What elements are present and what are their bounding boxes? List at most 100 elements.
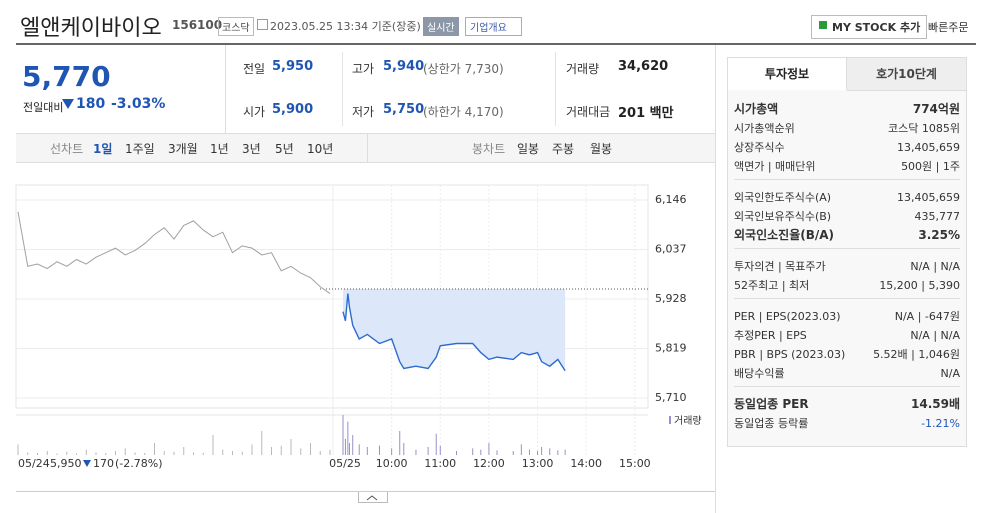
period-tab[interactable]: 1주일 [125,142,155,156]
group-divider [734,386,960,387]
group-divider [734,298,960,299]
change-label: 전일대비 [23,101,64,114]
info-value: 14.59배 [911,397,960,411]
y-tick-label: 5,710 [655,391,687,404]
period-tab[interactable]: 1년 [210,142,229,156]
summary-label: 시가 [243,105,266,119]
panel-tab[interactable]: 호가10단계 [847,58,966,91]
x-tick-label: 13:00 [522,457,554,470]
panel-divider [715,45,716,513]
info-label: 시가총액순위 [734,122,795,135]
period-tab[interactable]: 10년 [307,142,334,156]
info-value: N/A | -647원 [894,310,960,323]
info-value: 13,405,659 [897,141,960,154]
plot-frame [15,184,649,409]
header-rule [16,43,976,45]
summary-value: 201 백만 [618,106,674,121]
group-divider [734,179,960,180]
summary-label: 전일 [243,62,266,76]
x-tick-label: 11:00 [424,457,456,470]
realtime-badge[interactable]: 실시간 [423,17,459,36]
summary-label: 거래대금 [566,105,611,119]
info-label: 추정PER | EPS [734,329,807,342]
y-tick-label: 5,928 [655,292,687,305]
info-row: 동일업종 등락률 -1.21% [728,414,966,433]
period-tab[interactable]: 일봉 [517,142,540,156]
info-value: 3.25% [918,228,960,242]
summary-value: 5,950 [272,59,314,74]
divider [555,52,556,126]
info-label: 52주최고 | 최저 [734,279,810,292]
info-label: 시가총액 [734,102,779,116]
datetime: 2023.05.25 13:34 기준(장중) [270,20,421,33]
panel-tab[interactable]: 투자정보 [728,58,847,90]
summary-note: (하한가 4,170) [423,105,504,119]
info-value: 15,200 | 5,390 [879,279,960,292]
summary-value: 5,750 [383,102,425,117]
period-tab[interactable]: 주봉 [552,142,575,156]
company-info-button[interactable]: 기업개요 [465,17,522,36]
quick-order-button[interactable]: 빠른주문 [928,21,969,34]
prev-day-line [17,211,331,294]
info-label: 동일업종 PER [734,397,809,411]
info-row: 시가총액 774억원 [728,100,966,119]
period-tab[interactable]: 1일 [93,142,113,156]
info-value: 5.52배 | 1,046원 [873,348,960,361]
period-tab[interactable]: 월봉 [590,142,613,156]
my-stock-button[interactable]: MY STOCK 추가 [811,15,928,39]
change-area [343,289,566,371]
summary-note: (상한가 7,730) [423,62,504,76]
info-row: PER | EPS(2023.03) N/A | -647원 [728,307,966,326]
prev-close: 5,950 [50,457,82,470]
info-value: 435,777 [914,210,961,223]
info-row: 배당수익률 N/A [728,364,966,383]
prev-change: 170 [93,457,114,470]
collapse-button[interactable] [358,492,388,503]
x-tick-label: 05/25 [329,457,361,470]
x-tick-label: 10:00 [376,457,408,470]
info-label: PBR | BPS (2023.03) [734,348,846,361]
market-badge: 코스닥 [218,17,254,36]
x-tick-label: 05/24 [18,457,50,470]
info-row: 액면가 | 매매단위 500원 | 1주 [728,157,966,176]
period-tab[interactable]: 5년 [275,142,294,156]
down-arrow [83,460,91,467]
info-row: 상장주식수 13,405,659 [728,138,966,157]
info-label: 배당수익률 [734,367,785,380]
y-tick-label: 5,819 [655,342,687,355]
info-value: N/A | N/A [910,260,960,273]
info-row: 외국인보유주식수(B) 435,777 [728,207,966,226]
stock-code: 156100 [172,18,223,32]
x-tick-label: 14:00 [570,457,602,470]
info-value: 13,405,659 [897,191,960,204]
volume-legend-swatch [669,416,671,424]
info-row: 시가총액순위 코스닥 1085위 [728,119,966,138]
period-tab[interactable]: 3년 [242,142,261,156]
x-tick-label: 15:00 [619,457,651,470]
summary-label: 고가 [352,62,375,76]
info-row: 추정PER | EPS N/A | N/A [728,326,966,345]
stock-name: 엘앤케이바이오 [20,16,162,41]
price-line [342,293,566,372]
info-label: 상장주식수 [734,141,785,154]
period-tab[interactable]: 3개월 [168,142,198,156]
summary-label: 저가 [352,105,375,119]
info-value: N/A | N/A [910,329,960,342]
y-tick-label: 6,037 [655,242,687,255]
tab-group-label: 봉차트 [472,142,506,156]
group-divider [734,248,960,249]
info-label: 외국인보유주식수(B) [734,210,832,223]
y-tick-label: 6,146 [655,193,687,206]
x-tick-label: 12:00 [473,457,505,470]
info-value: -1.21% [921,417,960,430]
divider [342,52,343,126]
info-label: 투자의견 | 목표주가 [734,260,826,273]
info-row: 52주최고 | 최저 15,200 | 5,390 [728,276,966,295]
summary-value: 5,900 [272,102,314,117]
chart-bottom-rule [16,491,715,492]
info-value: 코스닥 1085위 [888,122,960,135]
tab-group-label: 선차트 [50,142,84,156]
